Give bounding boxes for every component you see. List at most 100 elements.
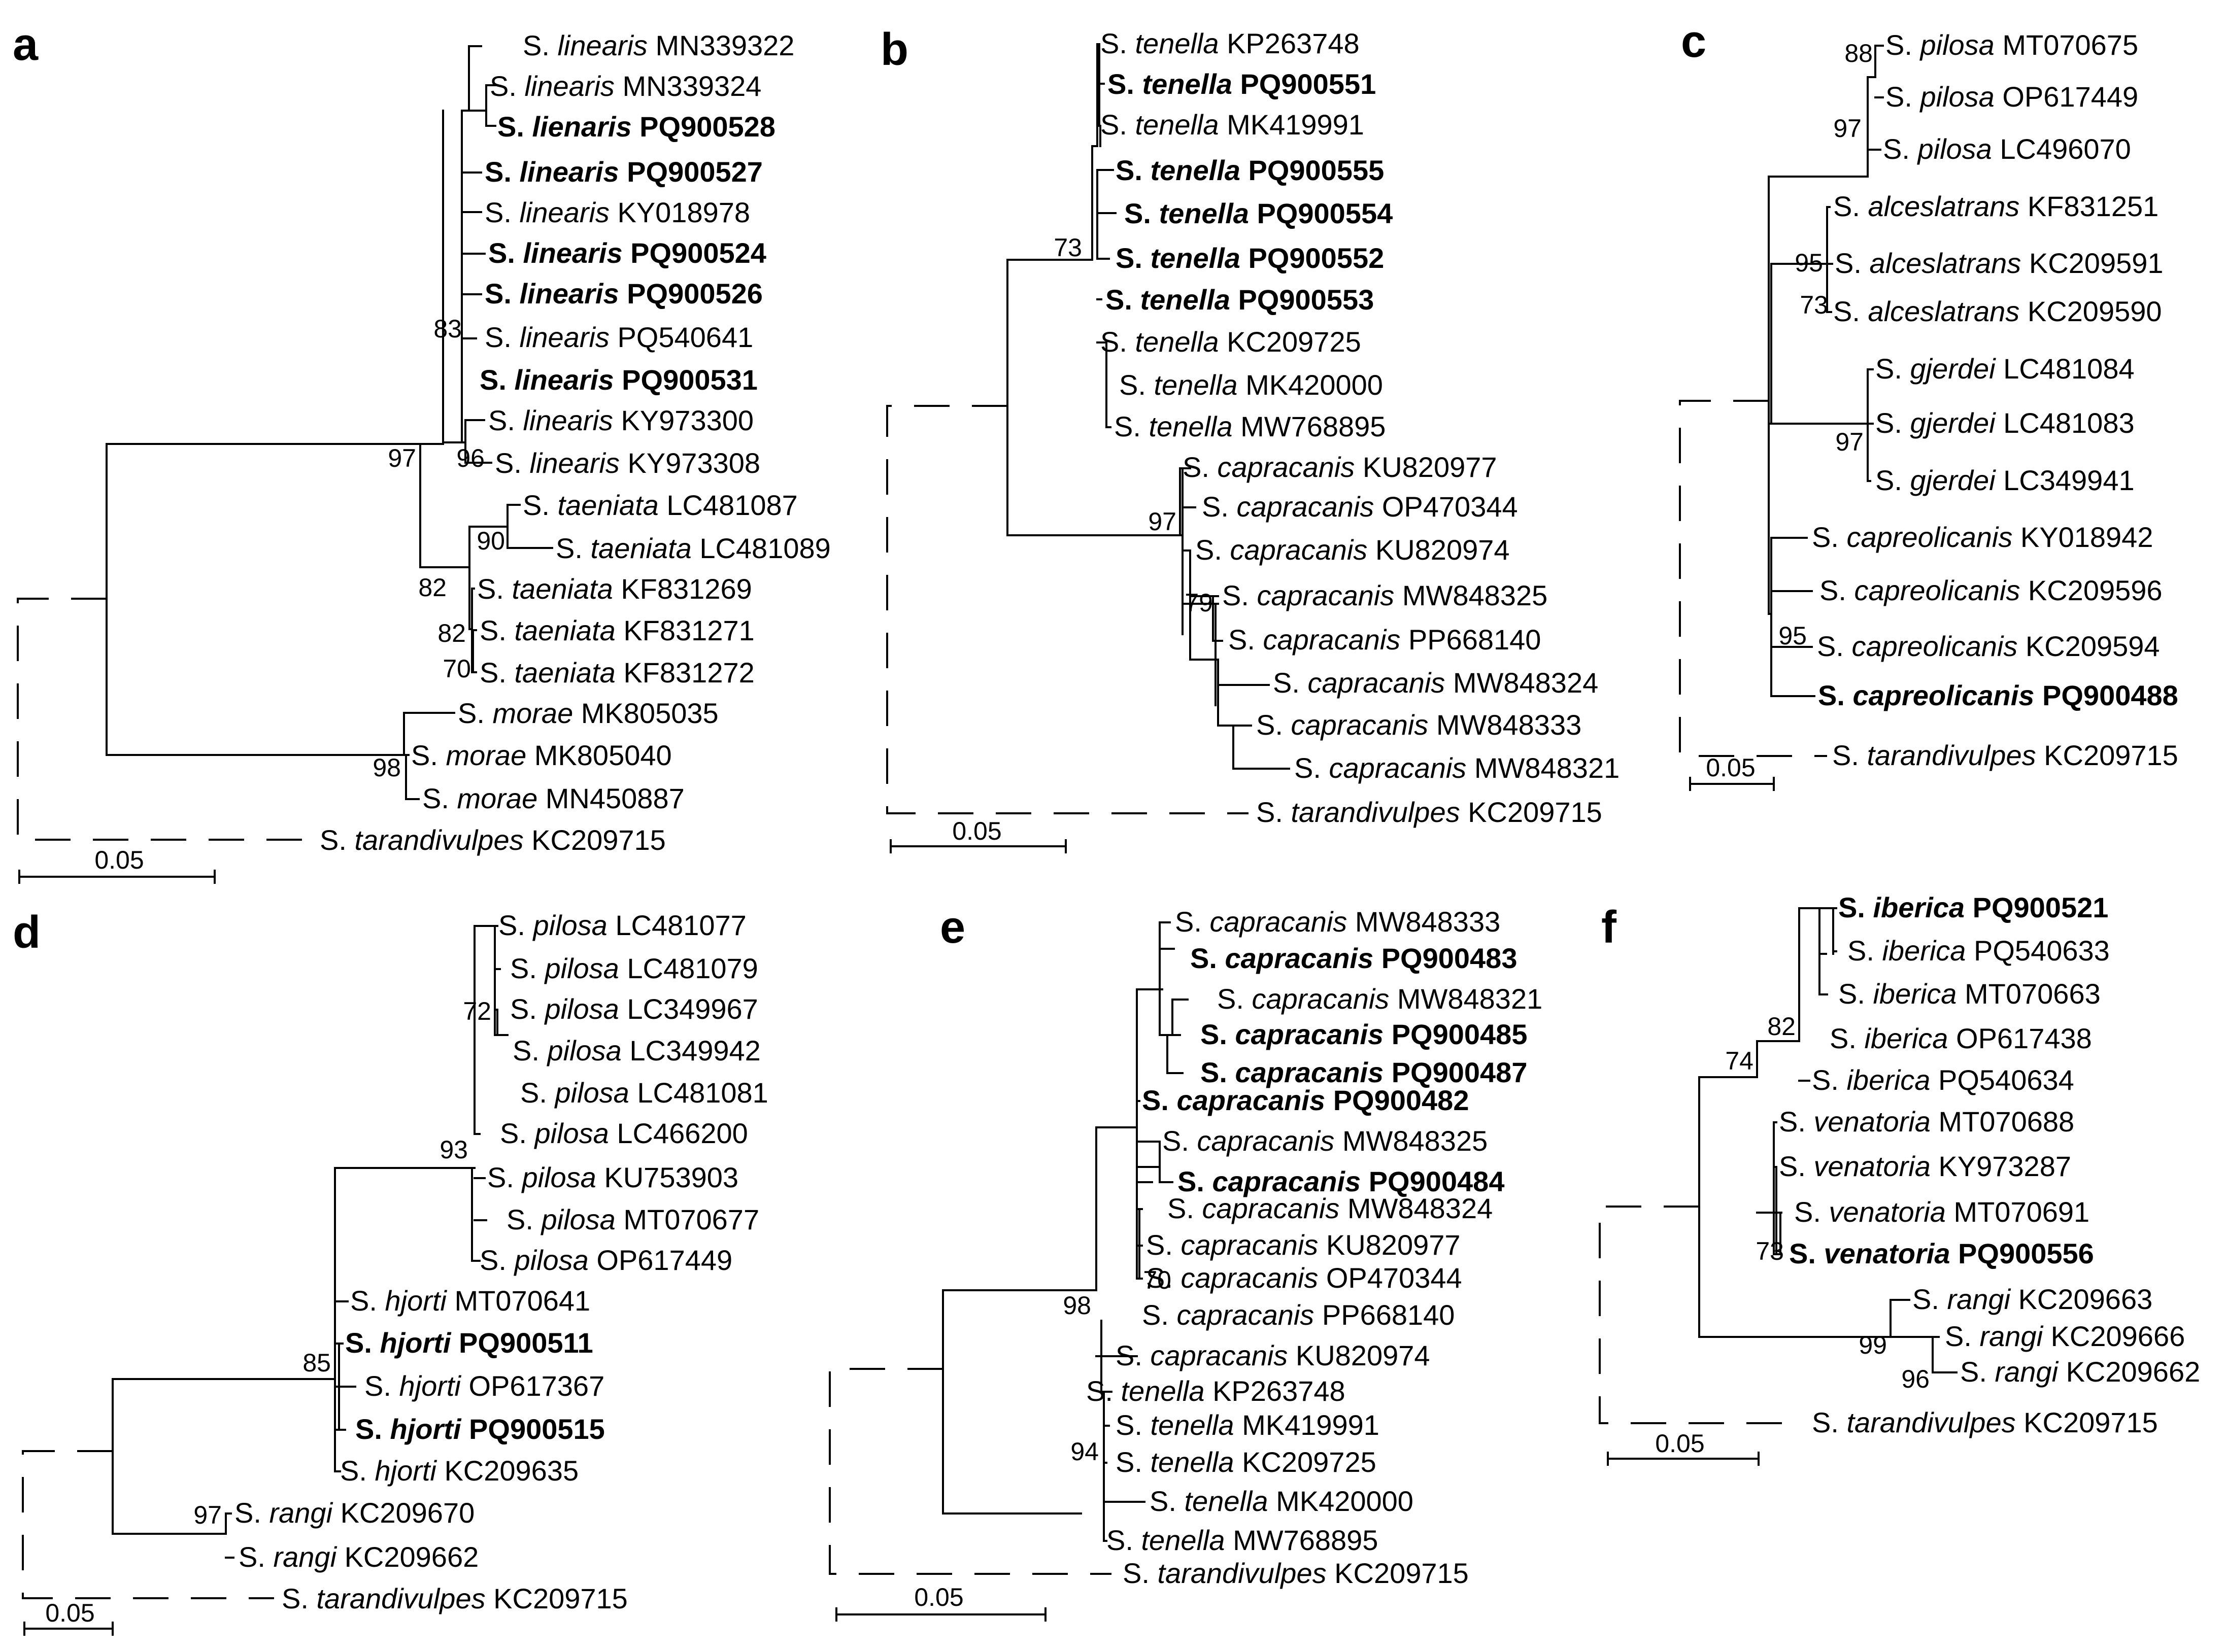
panel-letter: d xyxy=(13,907,41,958)
taxon-label: S. capracanis PQ900485 xyxy=(1200,1018,1527,1050)
tree-branches xyxy=(886,43,1290,853)
taxon-label: S. pilosa LC496070 xyxy=(1883,133,2131,165)
taxon-label: S. capreolicanis KC209596 xyxy=(1819,574,2163,606)
taxon-label: S. capracanis KU820974 xyxy=(1116,1339,1430,1371)
taxon-label: S. linearis PQ900527 xyxy=(485,156,763,188)
taxon-labels: S. tenella KP263748 S. tenella PQ900551 … xyxy=(1100,27,1620,828)
bootstrap-values: 73 97 79 xyxy=(1054,233,1213,617)
taxon-label: S. taeniata KF831272 xyxy=(480,657,755,689)
bootstrap-value: 82 xyxy=(1767,1012,1796,1041)
bootstrap-values: 72 93 85 97 xyxy=(193,997,491,1529)
bootstrap-value: 73 xyxy=(1756,1237,1784,1265)
taxon-label: S. pilosa OP617449 xyxy=(480,1244,732,1276)
taxon-label: S. linearis KY018978 xyxy=(485,196,750,228)
bootstrap-value: 82 xyxy=(437,619,466,647)
taxon-label: S. tenella MW768895 xyxy=(1114,410,1386,442)
taxon-label: S. capracanis MW848324 xyxy=(1273,667,1598,699)
taxon-label: S. tenella KC209725 xyxy=(1116,1446,1376,1478)
taxon-label: S. capracanis MW848324 xyxy=(1167,1192,1493,1224)
bootstrap-value: 97 xyxy=(1835,428,1864,456)
taxon-label: S. morae MK805040 xyxy=(411,739,672,771)
taxon-label: S. rangi KC209670 xyxy=(234,1497,475,1529)
taxon-label: S. tenella MK420000 xyxy=(1150,1485,1413,1517)
bootstrap-value: 83 xyxy=(433,315,462,343)
taxon-label: S. tenella KP263748 xyxy=(1100,27,1360,59)
panel-b: b 73 97 79 0.05 S. tenella KP263748 S. t… xyxy=(881,24,1620,853)
taxon-label: S. capracanis OP470344 xyxy=(1146,1262,1462,1294)
scale-bar-label: 0.05 xyxy=(1655,1429,1704,1458)
bootstrap-value: 72 xyxy=(463,997,491,1025)
taxon-label: S. rangi KC209663 xyxy=(1912,1283,2152,1315)
taxon-label: S. pilosa MT070677 xyxy=(507,1203,759,1235)
taxon-label: S. capracanis PQ900483 xyxy=(1190,942,1517,974)
taxon-label: S. tarandivulpes KC209715 xyxy=(1832,739,2178,771)
taxon-label: S. tarandivulpes KC209715 xyxy=(320,824,666,856)
taxon-label: S. pilosa LC481079 xyxy=(510,952,758,984)
bootstrap-value: 99 xyxy=(1859,1331,1887,1359)
taxon-label: S. pilosa LC481077 xyxy=(498,909,747,941)
taxon-label: S. capracanis PQ900482 xyxy=(1142,1084,1469,1116)
taxon-label: S. capracanis MW848321 xyxy=(1294,752,1620,784)
panel-letter: a xyxy=(13,19,39,70)
bootstrap-value: 95 xyxy=(1795,249,1823,277)
bootstrap-value: 94 xyxy=(1070,1437,1099,1466)
taxon-label: S. capracanis MW848325 xyxy=(1222,579,1547,611)
taxon-label: S. hjorti OP617367 xyxy=(364,1370,604,1402)
bootstrap-value: 97 xyxy=(193,1501,222,1529)
panel-c: c 88 97 95 73 97 95 0.05 S. pilosa MT070… xyxy=(1679,16,2178,791)
tree-branches xyxy=(22,925,509,1636)
taxon-label: S. linearis KY973300 xyxy=(488,404,754,436)
taxon-label: S. linearis PQ540641 xyxy=(485,321,753,353)
bootstrap-values: 70 98 94 xyxy=(1063,1266,1171,1466)
panel-d: d 72 93 85 97 0.05 S. pilosa LC481077 S.… xyxy=(13,907,768,1636)
taxon-label: S. pilosa LC349942 xyxy=(513,1035,761,1066)
taxon-label: S. hjorti PQ900511 xyxy=(345,1327,593,1359)
bootstrap-value: 96 xyxy=(1901,1365,1930,1393)
taxon-label: S. capracanis MW848333 xyxy=(1256,709,1581,741)
taxon-label: S. pilosa LC349967 xyxy=(510,993,758,1025)
bootstrap-value: 73 xyxy=(1800,291,1828,319)
bootstrap-value: 93 xyxy=(440,1135,468,1164)
taxon-label: S. capracanis MW848325 xyxy=(1162,1125,1488,1157)
panel-letter: e xyxy=(940,902,965,953)
tree-branches xyxy=(1679,45,1884,791)
bootstrap-value: 70 xyxy=(1143,1266,1171,1294)
taxon-label: S. tenella MK419991 xyxy=(1116,1409,1379,1441)
taxon-label: S. venatoria KY973287 xyxy=(1779,1150,2071,1182)
taxon-label: S. venatoria PQ900556 xyxy=(1789,1237,2094,1269)
taxon-label: S. capracanis PP668140 xyxy=(1228,624,1541,656)
taxon-label: S. hjorti KC209635 xyxy=(340,1455,579,1487)
taxon-label: S. rangi KC209662 xyxy=(1960,1356,2200,1388)
taxon-label: S. iberica PQ540633 xyxy=(1847,935,2110,967)
bootstrap-value: 88 xyxy=(1844,39,1873,67)
taxon-label: S. pilosa MT070675 xyxy=(1885,29,2138,61)
taxon-label: S. capracanis KU820974 xyxy=(1195,534,1510,566)
taxon-label: S. tenella PQ900553 xyxy=(1105,284,1374,316)
taxon-label: S. capreolicanis KY018942 xyxy=(1812,521,2153,553)
taxon-label: S. capracanis KU820977 xyxy=(1146,1229,1461,1261)
taxon-label: S. morae MK805035 xyxy=(458,697,719,729)
bootstrap-value: 98 xyxy=(1063,1291,1091,1320)
taxon-label: S. taeniata LC481089 xyxy=(556,532,831,564)
taxon-labels: S. linearis MN339322 S. linearis MN33932… xyxy=(320,29,831,856)
bootstrap-value: 73 xyxy=(1054,233,1082,262)
scale-bar-label: 0.05 xyxy=(94,846,144,874)
taxon-label: S. linearis PQ900531 xyxy=(480,364,758,396)
taxon-label: S. alceslatrans KC209591 xyxy=(1835,247,2164,279)
taxon-label: S. capracanis MW848321 xyxy=(1217,983,1542,1015)
bootstrap-value: 82 xyxy=(418,573,447,602)
tree-branches xyxy=(1599,907,1958,1466)
taxon-label: S. tenella KC209725 xyxy=(1100,326,1361,358)
taxon-label: S. venatoria MT070691 xyxy=(1794,1196,2089,1228)
bootstrap-value: 96 xyxy=(456,444,485,472)
taxon-label: S. tenella PQ900554 xyxy=(1124,197,1393,229)
taxon-label: S. taeniata KF831269 xyxy=(477,573,752,605)
bootstrap-value: 97 xyxy=(388,444,416,472)
taxon-label: S. capracanis PQ900484 xyxy=(1177,1165,1504,1197)
taxon-label: S. capracanis OP470344 xyxy=(1202,491,1518,523)
taxon-label: S. tarandivulpes KC209715 xyxy=(1256,796,1602,828)
taxon-label: S. hjorti PQ900515 xyxy=(355,1413,605,1445)
bootstrap-value: 79 xyxy=(1185,589,1213,617)
tree-branches xyxy=(17,45,553,884)
